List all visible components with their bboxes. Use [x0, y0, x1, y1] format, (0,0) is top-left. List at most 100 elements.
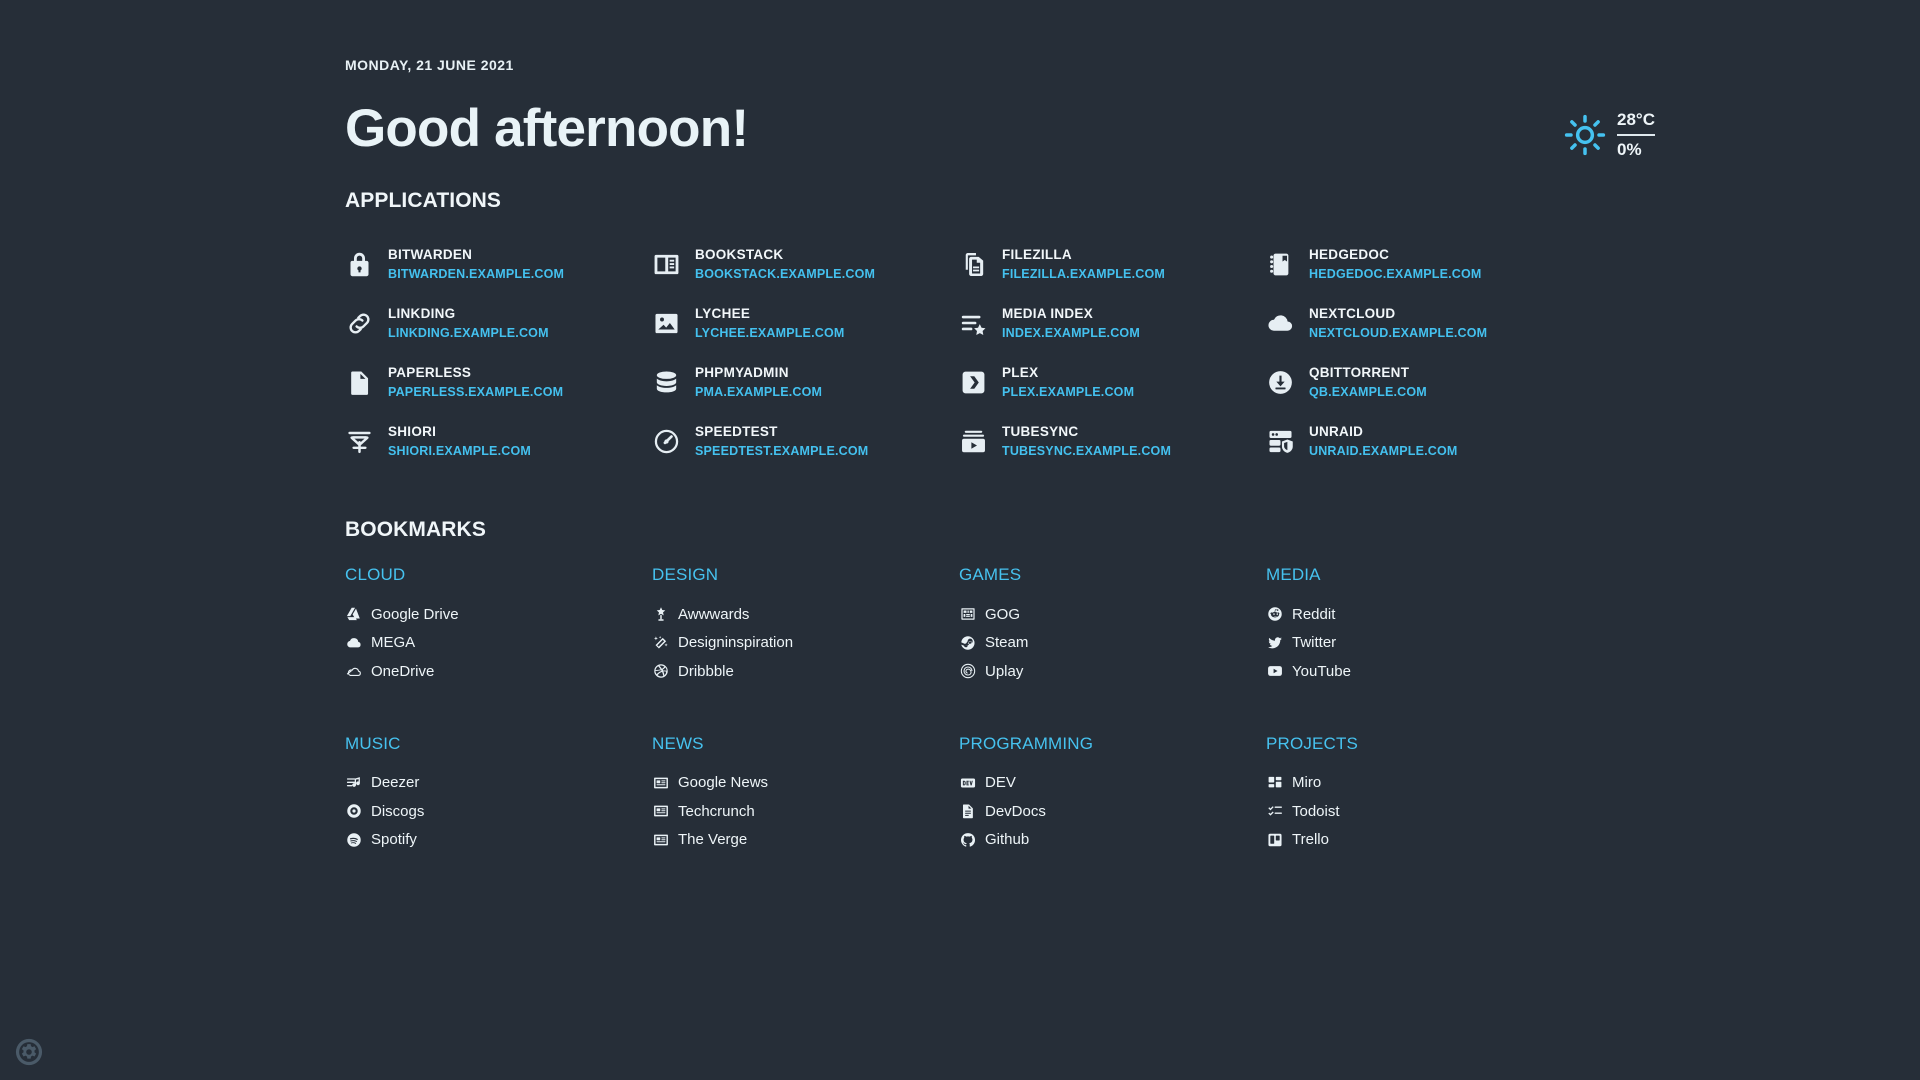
bookmark-label: Techcrunch	[678, 802, 755, 820]
bookmark-group-programming: PROGRAMMING DEV DevDocs Github	[959, 734, 1266, 855]
bookmark-item-the-verge[interactable]: The Verge	[652, 826, 959, 855]
bookmark-item-dev[interactable]: DEV	[959, 769, 1266, 798]
shiori-glyph-icon	[345, 427, 374, 456]
dribbble-ball-icon	[652, 663, 669, 680]
app-name: LYCHEE	[695, 305, 751, 321]
bookmark-item-twitter[interactable]: Twitter	[1266, 629, 1573, 658]
bookmark-item-uplay[interactable]: Uplay	[959, 657, 1266, 686]
applications-section: APPLICATIONS BITWARDEN BITWARDEN.EXAMPLE.…	[345, 189, 1675, 471]
app-name: UNRAID	[1309, 423, 1364, 439]
app-name: MEDIA INDEX	[1002, 305, 1093, 321]
newspaper-icon	[652, 803, 669, 820]
bookmark-group-music: MUSIC Deezer Discogs Spotify	[345, 734, 652, 855]
app-card-paperless[interactable]: PAPERLESS PAPERLESS.EXAMPLE.COM	[345, 353, 652, 412]
app-card-bitwarden[interactable]: BITWARDEN BITWARDEN.EXAMPLE.COM	[345, 235, 652, 294]
app-card-phpmyadmin[interactable]: PHPMYADMIN PMA.EXAMPLE.COM	[652, 353, 959, 412]
app-card-bookstack[interactable]: BOOKSTACK BOOKSTACK.EXAMPLE.COM	[652, 235, 959, 294]
app-url: PMA.EXAMPLE.COM	[695, 384, 823, 399]
app-name: BOOKSTACK	[695, 246, 784, 262]
app-text: BITWARDEN BITWARDEN.EXAMPLE.COM	[388, 247, 564, 282]
app-text: UNRAID UNRAID.EXAMPLE.COM	[1309, 424, 1458, 459]
bookmark-item-techcrunch[interactable]: Techcrunch	[652, 797, 959, 826]
app-url: HEDGEDOC.EXAMPLE.COM	[1309, 266, 1482, 281]
app-name: PHPMYADMIN	[695, 364, 789, 380]
twitter-bird-icon	[1266, 634, 1283, 651]
app-text: PLEX PLEX.EXAMPLE.COM	[1002, 365, 1134, 400]
bookmark-item-youtube[interactable]: YouTube	[1266, 657, 1573, 686]
bookmark-item-deezer[interactable]: Deezer	[345, 769, 652, 798]
app-url: FILEZILLA.EXAMPLE.COM	[1002, 266, 1165, 281]
page-header: MONDAY, 21 JUNE 2021 Good afternoon!	[345, 48, 1675, 183]
current-date: MONDAY, 21 JUNE 2021	[345, 57, 514, 73]
bookmark-item-google-drive[interactable]: Google Drive	[345, 600, 652, 629]
settings-button[interactable]	[13, 1036, 45, 1068]
gear-icon	[13, 1036, 45, 1068]
bookmark-item-reddit[interactable]: Reddit	[1266, 600, 1573, 629]
app-text: LINKDING LINKDING.EXAMPLE.COM	[388, 306, 549, 341]
bookmark-label: Reddit	[1292, 605, 1336, 623]
bookmark-item-dribbble[interactable]: Dribbble	[652, 657, 959, 686]
bookmarks-heading: BOOKMARKS	[345, 518, 486, 541]
app-text: MEDIA INDEX INDEX.EXAMPLE.COM	[1002, 306, 1140, 341]
app-url: TUBESYNC.EXAMPLE.COM	[1002, 443, 1172, 458]
app-url: LINKDING.EXAMPLE.COM	[388, 325, 549, 340]
bookmark-label: Uplay	[985, 662, 1024, 680]
app-card-hedgedoc[interactable]: HEDGEDOC HEDGEDOC.EXAMPLE.COM	[1266, 235, 1573, 294]
app-card-filezilla[interactable]: FILEZILLA FILEZILLA.EXAMPLE.COM	[959, 235, 1266, 294]
bookmark-item-spotify[interactable]: Spotify	[345, 826, 652, 855]
bookmark-label: Spotify	[371, 831, 417, 849]
bookmark-item-trello[interactable]: Trello	[1266, 826, 1573, 855]
bookmark-item-miro[interactable]: Miro	[1266, 769, 1573, 798]
trophy-star-icon	[652, 606, 669, 623]
app-name: SHIORI	[388, 423, 437, 439]
newspaper-icon	[652, 831, 669, 848]
app-text: FILEZILLA FILEZILLA.EXAMPLE.COM	[1002, 247, 1165, 282]
app-name: NEXTCLOUD	[1309, 305, 1396, 321]
app-card-media-index[interactable]: MEDIA INDEX INDEX.EXAMPLE.COM	[959, 294, 1266, 353]
app-card-qbittorrent[interactable]: QBITTORRENT QB.EXAMPLE.COM	[1266, 353, 1573, 412]
app-card-speedtest[interactable]: SPEEDTEST SPEEDTEST.EXAMPLE.COM	[652, 412, 959, 471]
file-copy-icon	[959, 250, 988, 279]
app-card-shiori[interactable]: SHIORI SHIORI.EXAMPLE.COM	[345, 412, 652, 471]
app-card-unraid[interactable]: UNRAID UNRAID.EXAMPLE.COM	[1266, 412, 1573, 471]
bookmark-item-discogs[interactable]: Discogs	[345, 797, 652, 826]
app-url: NEXTCLOUD.EXAMPLE.COM	[1309, 325, 1488, 340]
bookmark-group-title: PROGRAMMING	[959, 733, 1094, 753]
dev-badge-icon	[959, 774, 976, 791]
app-text: NEXTCLOUD NEXTCLOUD.EXAMPLE.COM	[1309, 306, 1487, 341]
bookmark-group-title: MEDIA	[1266, 565, 1321, 584]
app-card-plex[interactable]: PLEX PLEX.EXAMPLE.COM	[959, 353, 1266, 412]
bookmark-item-todoist[interactable]: Todoist	[1266, 797, 1573, 826]
bookmark-item-gog[interactable]: GOG	[959, 600, 1266, 629]
bookmark-label: Twitter	[1292, 634, 1337, 652]
app-card-nextcloud[interactable]: NEXTCLOUD NEXTCLOUD.EXAMPLE.COM	[1266, 294, 1573, 353]
speedometer-icon	[652, 427, 681, 456]
youtube-icon	[1266, 663, 1283, 680]
app-url: UNRAID.EXAMPLE.COM	[1309, 443, 1458, 458]
bookmark-item-designinspiration[interactable]: Designinspiration	[652, 629, 959, 658]
bookmark-item-github[interactable]: Github	[959, 826, 1266, 855]
app-card-linkding[interactable]: LINKDING LINKDING.EXAMPLE.COM	[345, 294, 652, 353]
app-name: SPEEDTEST	[695, 423, 778, 439]
weather-precipitation: 0%	[1617, 139, 1642, 159]
app-card-tubesync[interactable]: TUBESYNC TUBESYNC.EXAMPLE.COM	[959, 412, 1266, 471]
download-circle-icon	[1266, 368, 1295, 397]
app-name: PLEX	[1002, 364, 1039, 380]
bookmark-item-google-news[interactable]: Google News	[652, 769, 959, 798]
bookmark-item-awwwards[interactable]: Awwwards	[652, 600, 959, 629]
app-card-lychee[interactable]: LYCHEE LYCHEE.EXAMPLE.COM	[652, 294, 959, 353]
weather-widget: 28°C 0%	[1564, 110, 1655, 159]
bookmark-item-mega[interactable]: MEGA	[345, 629, 652, 658]
bookmark-item-steam[interactable]: Steam	[959, 629, 1266, 658]
github-icon	[959, 831, 976, 848]
bookmark-item-devdocs[interactable]: DevDocs	[959, 797, 1266, 826]
bookmark-item-onedrive[interactable]: OneDrive	[345, 657, 652, 686]
miro-blocks-icon	[1266, 774, 1283, 791]
app-text: HEDGEDOC HEDGEDOC.EXAMPLE.COM	[1309, 247, 1482, 282]
bookmark-label: Google Drive	[371, 605, 459, 623]
bookmarks-grid: CLOUD Google Drive MEGA OneDrive DESIGN Awwwa…	[345, 565, 1675, 854]
server-shield-icon	[1266, 427, 1295, 456]
app-text: PAPERLESS PAPERLESS.EXAMPLE.COM	[388, 365, 563, 400]
bookmark-label: Awwwards	[678, 605, 750, 623]
notebook-icon	[1266, 250, 1295, 279]
